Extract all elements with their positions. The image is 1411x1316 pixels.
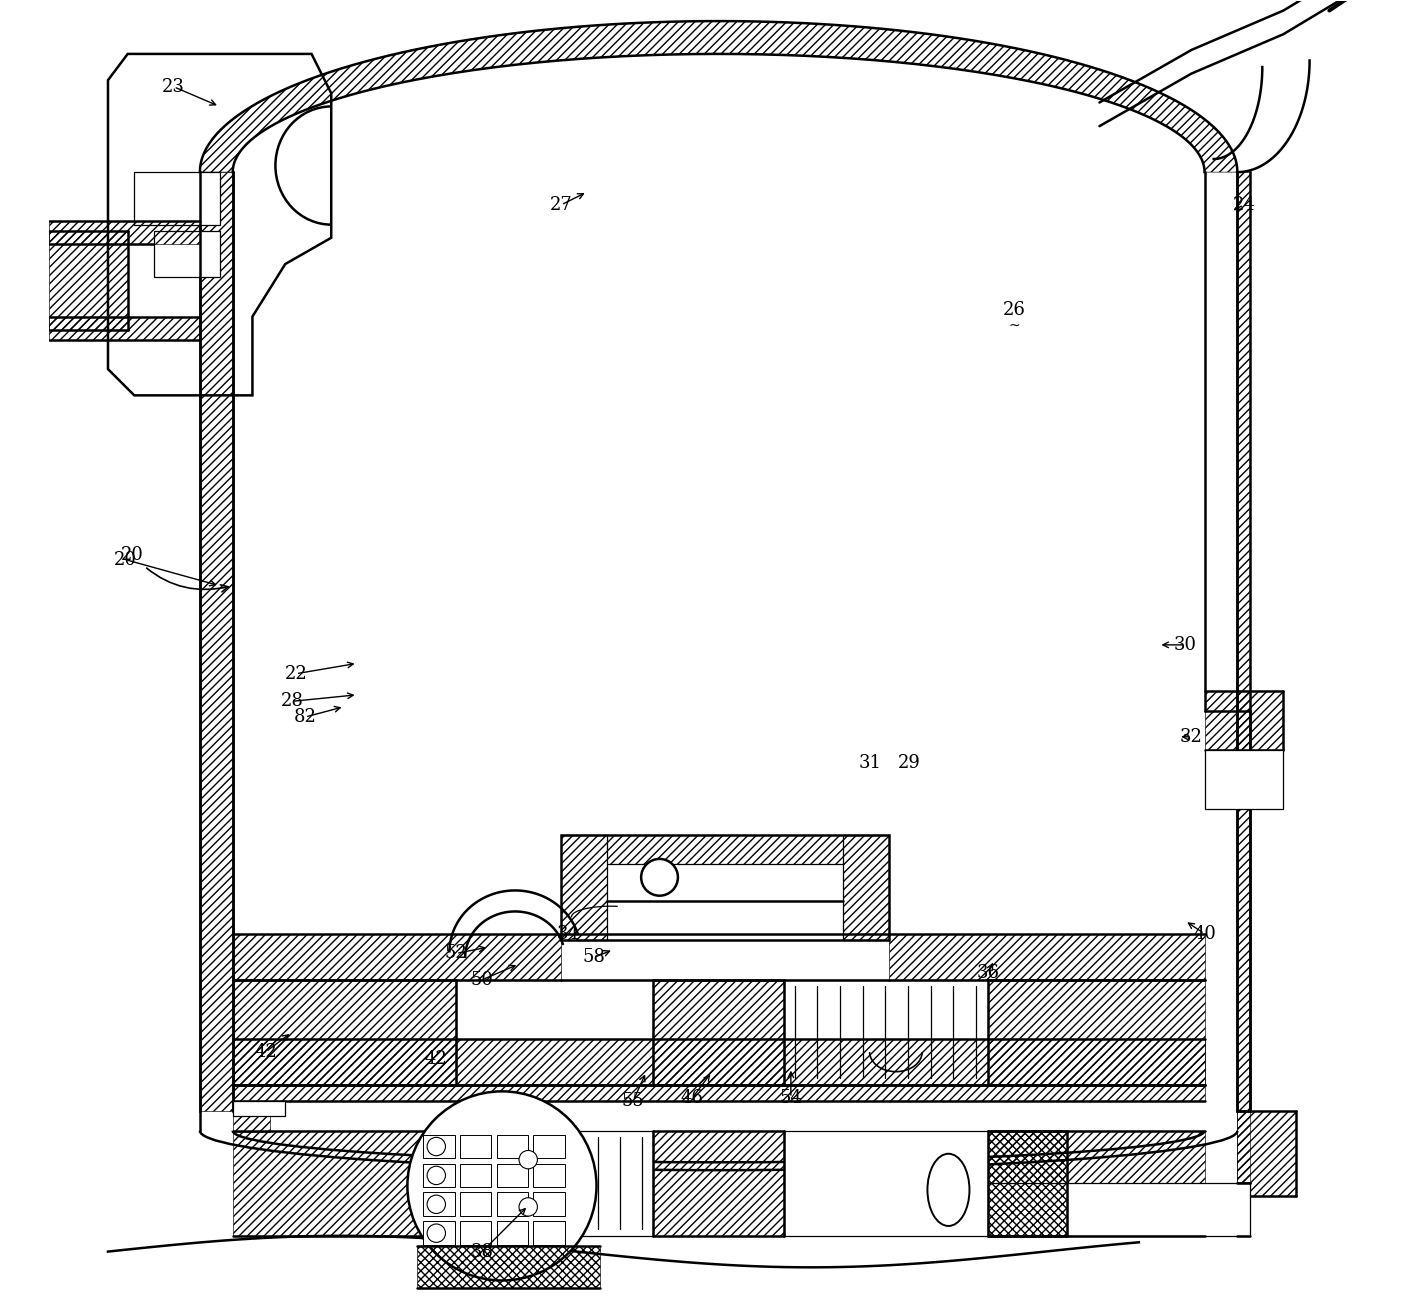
Polygon shape [456,979,653,1084]
Text: 32: 32 [1180,728,1202,746]
Text: 30: 30 [1174,636,1197,654]
Bar [460,1221,491,1245]
Circle shape [428,1137,446,1155]
Text: ~: ~ [1009,318,1020,333]
Polygon shape [109,54,332,395]
Text: 54: 54 [779,1088,803,1107]
Text: 34: 34 [556,925,579,942]
Circle shape [428,1224,446,1242]
Polygon shape [785,1130,988,1236]
Text: 22: 22 [285,665,308,683]
Polygon shape [154,232,220,278]
Polygon shape [1205,750,1284,809]
Bar [497,1163,528,1187]
Text: 26: 26 [1003,301,1026,318]
Text: 42: 42 [425,1050,447,1067]
Polygon shape [456,1130,653,1236]
Bar [460,1163,491,1187]
Ellipse shape [927,1154,969,1227]
Circle shape [408,1091,597,1280]
Text: 82: 82 [293,708,316,726]
Text: 42: 42 [254,1044,277,1061]
Bar [497,1221,528,1245]
Circle shape [641,859,677,896]
Text: 52: 52 [444,945,467,962]
Bar [423,1134,454,1158]
Bar [460,1192,491,1216]
Polygon shape [785,979,988,1084]
Text: 50: 50 [471,971,494,988]
Text: 23: 23 [162,78,185,96]
Text: 20: 20 [121,546,229,592]
Text: 27: 27 [550,196,573,215]
Bar [533,1192,564,1216]
Bar [533,1221,564,1245]
Text: 36: 36 [976,965,999,982]
Text: 24: 24 [1233,196,1256,215]
Circle shape [428,1195,446,1213]
Text: 40: 40 [1194,925,1216,942]
Text: 38: 38 [471,1242,494,1261]
Text: 28: 28 [281,692,303,711]
Bar [497,1192,528,1216]
Circle shape [428,1166,446,1184]
Circle shape [519,1198,538,1216]
Bar [460,1134,491,1158]
Polygon shape [988,1183,1250,1236]
Text: 31: 31 [858,754,880,772]
Text: 46: 46 [682,1088,704,1107]
Bar [497,1134,528,1158]
Polygon shape [134,172,220,225]
Bar [533,1134,564,1158]
Text: 29: 29 [897,754,920,772]
Polygon shape [562,836,889,941]
Bar [533,1163,564,1187]
Bar [423,1192,454,1216]
Text: 20: 20 [114,550,137,569]
Bar [423,1163,454,1187]
Bar [423,1221,454,1245]
Circle shape [519,1150,538,1169]
Text: 55: 55 [622,1091,645,1109]
Text: 58: 58 [583,949,605,966]
Polygon shape [233,1100,285,1116]
